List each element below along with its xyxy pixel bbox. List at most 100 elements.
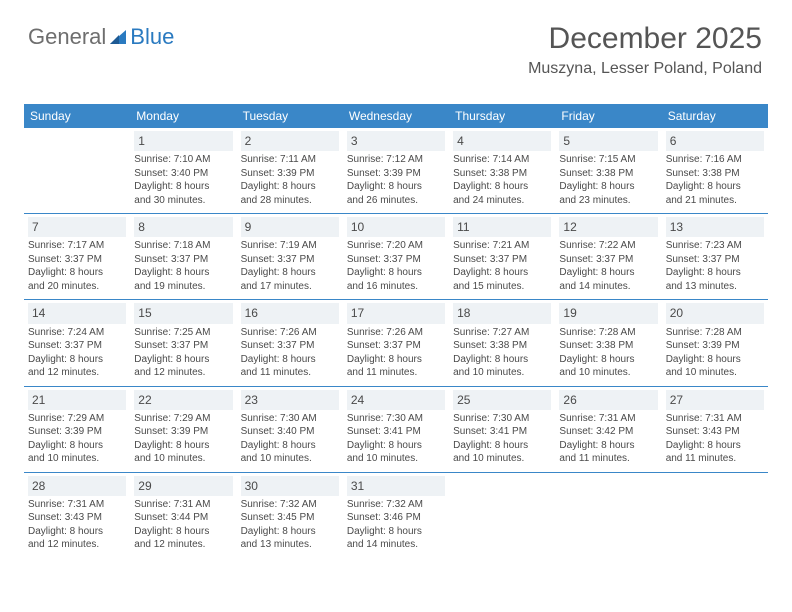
day-number: 8: [134, 217, 232, 237]
location: Muszyna, Lesser Poland, Poland: [528, 60, 762, 78]
day-number: 6: [666, 131, 764, 151]
day-number: 27: [666, 390, 764, 410]
day-sunrise: Sunrise: 7:21 AM: [453, 239, 551, 253]
day-sunset: Sunset: 3:40 PM: [241, 425, 339, 439]
day-sunrise: Sunrise: 7:16 AM: [666, 153, 764, 167]
day-sunset: Sunset: 3:44 PM: [134, 511, 232, 525]
calendar-day-cell: 6Sunrise: 7:16 AMSunset: 3:38 PMDaylight…: [662, 128, 768, 213]
day-daylight2: and 11 minutes.: [666, 452, 764, 466]
calendar-day-cell: 30Sunrise: 7:32 AMSunset: 3:45 PMDayligh…: [237, 473, 343, 558]
day-sunrise: Sunrise: 7:28 AM: [559, 326, 657, 340]
day-number: 20: [666, 303, 764, 323]
day-sunrise: Sunrise: 7:19 AM: [241, 239, 339, 253]
day-sunset: Sunset: 3:37 PM: [28, 253, 126, 267]
calendar-day-cell: 3Sunrise: 7:12 AMSunset: 3:39 PMDaylight…: [343, 128, 449, 213]
calendar-day-cell: 2Sunrise: 7:11 AMSunset: 3:39 PMDaylight…: [237, 128, 343, 213]
day-daylight2: and 24 minutes.: [453, 194, 551, 208]
day-daylight1: Daylight: 8 hours: [559, 439, 657, 453]
day-sunset: Sunset: 3:42 PM: [559, 425, 657, 439]
day-daylight2: and 11 minutes.: [559, 452, 657, 466]
day-sunset: Sunset: 3:37 PM: [134, 339, 232, 353]
calendar-week-row: 21Sunrise: 7:29 AMSunset: 3:39 PMDayligh…: [24, 387, 768, 473]
day-daylight1: Daylight: 8 hours: [241, 525, 339, 539]
calendar-day-cell: 27Sunrise: 7:31 AMSunset: 3:43 PMDayligh…: [662, 387, 768, 472]
day-sunset: Sunset: 3:43 PM: [666, 425, 764, 439]
day-number: [28, 131, 126, 151]
day-daylight1: Daylight: 8 hours: [134, 266, 232, 280]
day-number: 7: [28, 217, 126, 237]
day-sunset: Sunset: 3:46 PM: [347, 511, 445, 525]
day-sunset: Sunset: 3:39 PM: [666, 339, 764, 353]
day-daylight1: Daylight: 8 hours: [134, 180, 232, 194]
day-number: 3: [347, 131, 445, 151]
day-daylight1: Daylight: 8 hours: [347, 525, 445, 539]
day-sunset: Sunset: 3:37 PM: [28, 339, 126, 353]
calendar-day-cell: 12Sunrise: 7:22 AMSunset: 3:37 PMDayligh…: [555, 214, 661, 299]
day-daylight1: Daylight: 8 hours: [666, 266, 764, 280]
day-daylight2: and 21 minutes.: [666, 194, 764, 208]
day-daylight2: and 20 minutes.: [28, 280, 126, 294]
day-daylight2: and 14 minutes.: [559, 280, 657, 294]
day-number: 18: [453, 303, 551, 323]
logo-text-general: General: [28, 24, 106, 50]
day-sunset: Sunset: 3:38 PM: [453, 167, 551, 181]
day-number: 9: [241, 217, 339, 237]
day-number: 2: [241, 131, 339, 151]
day-sunset: Sunset: 3:39 PM: [134, 425, 232, 439]
day-daylight1: Daylight: 8 hours: [347, 439, 445, 453]
day-sunrise: Sunrise: 7:22 AM: [559, 239, 657, 253]
day-sunset: Sunset: 3:38 PM: [453, 339, 551, 353]
calendar-day-cell: 24Sunrise: 7:30 AMSunset: 3:41 PMDayligh…: [343, 387, 449, 472]
day-sunrise: Sunrise: 7:29 AM: [28, 412, 126, 426]
day-daylight1: Daylight: 8 hours: [347, 266, 445, 280]
day-sunset: Sunset: 3:41 PM: [347, 425, 445, 439]
day-daylight1: Daylight: 8 hours: [134, 525, 232, 539]
month-title: December 2025: [528, 22, 762, 56]
day-daylight1: Daylight: 8 hours: [347, 353, 445, 367]
calendar-header-row: SundayMondayTuesdayWednesdayThursdayFrid…: [24, 104, 768, 128]
calendar-header-cell: Saturday: [662, 104, 768, 128]
day-sunset: Sunset: 3:37 PM: [241, 339, 339, 353]
day-daylight1: Daylight: 8 hours: [241, 180, 339, 194]
day-number: 31: [347, 476, 445, 496]
day-daylight2: and 26 minutes.: [347, 194, 445, 208]
day-number: 15: [134, 303, 232, 323]
day-number: 14: [28, 303, 126, 323]
day-number: [666, 476, 764, 496]
day-number: 25: [453, 390, 551, 410]
day-number: 30: [241, 476, 339, 496]
day-sunrise: Sunrise: 7:31 AM: [559, 412, 657, 426]
day-sunrise: Sunrise: 7:31 AM: [666, 412, 764, 426]
day-sunrise: Sunrise: 7:26 AM: [241, 326, 339, 340]
day-sunset: Sunset: 3:37 PM: [241, 253, 339, 267]
logo-sail-icon: [108, 28, 128, 46]
day-number: 17: [347, 303, 445, 323]
day-sunrise: Sunrise: 7:30 AM: [453, 412, 551, 426]
day-number: 22: [134, 390, 232, 410]
day-sunrise: Sunrise: 7:29 AM: [134, 412, 232, 426]
day-sunrise: Sunrise: 7:20 AM: [347, 239, 445, 253]
calendar-day-cell: 11Sunrise: 7:21 AMSunset: 3:37 PMDayligh…: [449, 214, 555, 299]
day-daylight2: and 10 minutes.: [453, 452, 551, 466]
calendar-day-cell: 28Sunrise: 7:31 AMSunset: 3:43 PMDayligh…: [24, 473, 130, 558]
calendar-day-cell: 16Sunrise: 7:26 AMSunset: 3:37 PMDayligh…: [237, 300, 343, 385]
day-sunset: Sunset: 3:41 PM: [453, 425, 551, 439]
day-daylight2: and 10 minutes.: [347, 452, 445, 466]
day-sunrise: Sunrise: 7:18 AM: [134, 239, 232, 253]
day-daylight1: Daylight: 8 hours: [28, 525, 126, 539]
logo-text-blue: Blue: [130, 24, 174, 50]
day-sunset: Sunset: 3:38 PM: [666, 167, 764, 181]
calendar-day-cell: 19Sunrise: 7:28 AMSunset: 3:38 PMDayligh…: [555, 300, 661, 385]
day-daylight2: and 12 minutes.: [28, 538, 126, 552]
day-sunrise: Sunrise: 7:11 AM: [241, 153, 339, 167]
day-sunset: Sunset: 3:37 PM: [666, 253, 764, 267]
day-daylight1: Daylight: 8 hours: [453, 439, 551, 453]
day-sunset: Sunset: 3:37 PM: [559, 253, 657, 267]
calendar-header-cell: Sunday: [24, 104, 130, 128]
calendar-day-cell: 31Sunrise: 7:32 AMSunset: 3:46 PMDayligh…: [343, 473, 449, 558]
day-daylight1: Daylight: 8 hours: [241, 266, 339, 280]
day-daylight2: and 12 minutes.: [134, 538, 232, 552]
day-number: 16: [241, 303, 339, 323]
day-daylight1: Daylight: 8 hours: [347, 180, 445, 194]
calendar-day-cell: 29Sunrise: 7:31 AMSunset: 3:44 PMDayligh…: [130, 473, 236, 558]
